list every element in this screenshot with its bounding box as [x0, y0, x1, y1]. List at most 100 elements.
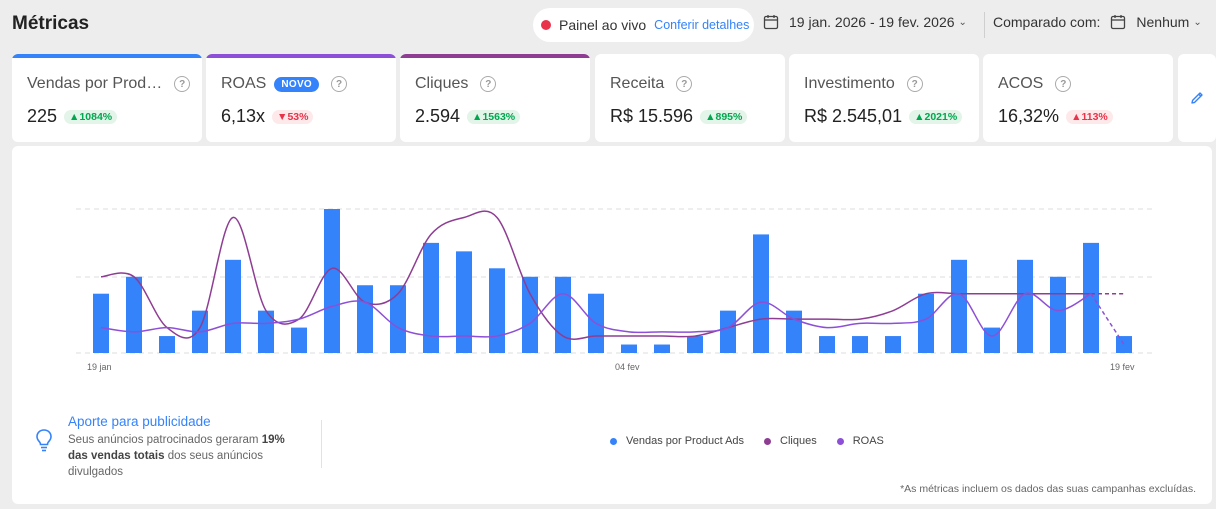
compare-selector[interactable]: Comparado com: Nenhum ⌄: [993, 14, 1202, 30]
bar-sales: [918, 293, 934, 353]
chart-panel: 19 jan 04 fev 19 fev Aporte para publicida…: [12, 146, 1212, 504]
x-tick-label: 19 jan: [87, 362, 112, 372]
metric-value: 6,13x: [221, 106, 266, 126]
bar-sales: [1050, 276, 1066, 353]
metric-value: 225: [27, 106, 58, 126]
page-title: Métricas: [12, 13, 90, 34]
metric-title: Vendas por Prod…: [27, 75, 163, 92]
live-panel-label: Painel ao vivo: [559, 17, 647, 33]
bar-sales: [819, 336, 835, 353]
calendar-icon: [1111, 15, 1126, 30]
date-range-picker[interactable]: 19 jan. 2026 - 19 fev. 2026 ⌄: [763, 14, 967, 30]
delta-badge: ▼53%: [272, 109, 314, 124]
bar-sales: [885, 336, 901, 353]
chevron-down-icon: ⌄: [958, 16, 967, 28]
legend-dot: [610, 437, 617, 445]
line-clicks: [100, 210, 1091, 340]
legend-label: Cliques: [780, 435, 817, 447]
x-tick-label: 19 fev: [1110, 362, 1135, 372]
live-status-icon: [541, 20, 551, 30]
bar-sales: [654, 344, 670, 353]
card-accent: [206, 54, 396, 58]
panel-divider: [321, 420, 322, 468]
pencil-icon: [1191, 92, 1203, 104]
metric-value: R$ 2.545,01: [804, 106, 903, 126]
help-icon[interactable]: ?: [331, 76, 347, 92]
bar-sales: [555, 276, 571, 353]
x-tick-label: 04 fev: [615, 362, 640, 372]
metric-card-acos[interactable]: ACOS? 16,32% ▲113%: [983, 54, 1173, 142]
view-details-link[interactable]: Conferir detalhes: [654, 18, 750, 32]
bar-sales: [291, 327, 307, 353]
bar-sales: [522, 276, 538, 353]
chevron-down-icon: ⌄: [1193, 16, 1202, 28]
date-range-value: 19 jan. 2026 - 19 fev. 2026: [789, 14, 955, 30]
live-panel-pill[interactable]: Painel ao vivo Conferir detalhes: [533, 8, 754, 42]
help-icon[interactable]: ?: [174, 76, 191, 92]
legend-label: ROAS: [852, 435, 884, 447]
bar-sales: [390, 285, 406, 353]
bar-sales: [159, 336, 175, 353]
help-icon[interactable]: ?: [1055, 76, 1072, 92]
metric-card-roas[interactable]: ROAS NOVO? 6,13x ▼53%: [206, 54, 396, 142]
lightbulb-icon: [36, 429, 52, 452]
bar-sales: [258, 310, 274, 353]
metric-value: 16,32%: [998, 106, 1060, 126]
insight-title: Aporte para publicidade: [68, 414, 211, 429]
metric-card-sales[interactable]: Vendas por Prod…? 225 ▲1084%: [12, 54, 202, 142]
compare-label: Comparado com:: [993, 14, 1101, 30]
metric-title: Cliques: [415, 75, 469, 92]
bar-sales: [1017, 259, 1033, 353]
card-accent: [12, 54, 202, 58]
compare-value: Nenhum: [1136, 14, 1190, 30]
bar-sales: [489, 268, 505, 353]
header: Métricas Painel ao vivo Conferir detalhe…: [0, 0, 1216, 50]
bar-sales: [852, 336, 868, 353]
calendar-icon: [763, 15, 779, 30]
header-divider: [984, 12, 985, 38]
bar-sales: [324, 209, 340, 353]
bar-sales: [423, 242, 439, 353]
help-icon[interactable]: ?: [676, 76, 693, 92]
legend-dot: [764, 437, 772, 445]
help-icon[interactable]: ?: [480, 76, 497, 92]
metric-value: 2.594: [415, 106, 461, 126]
bar-sales: [984, 327, 1000, 353]
bar-sales: [357, 285, 373, 353]
bar-sales: [951, 259, 967, 353]
legend-item-clicks[interactable]: Cliques: [764, 435, 817, 447]
delta-badge: ▲2021%: [909, 109, 963, 124]
metric-title: Receita: [610, 75, 665, 92]
legend-item-sales[interactable]: Vendas por Product Ads: [610, 435, 744, 447]
bar-sales: [687, 336, 703, 353]
chart-legend: Vendas por Product Ads Cliques ROAS: [610, 435, 904, 447]
insight-text: Seus anúncios patrocinados geraram 19% d…: [68, 434, 285, 478]
metrics-chart: [76, 208, 1152, 354]
bar-sales: [1083, 242, 1099, 353]
bar-sales: [720, 310, 736, 353]
metric-card-revenue[interactable]: Receita? R$ 15.596 ▲895%: [595, 54, 785, 142]
metric-card-clicks[interactable]: Cliques? 2.594 ▲1563%: [400, 54, 590, 142]
card-accent: [400, 54, 590, 58]
metric-value: R$ 15.596: [610, 106, 694, 126]
bar-sales: [621, 344, 637, 353]
delta-badge: ▲113%: [1066, 109, 1113, 124]
legend-dot: [836, 437, 844, 445]
bar-sales: [456, 251, 472, 353]
help-icon[interactable]: ?: [906, 76, 923, 92]
delta-badge: ▲1563%: [467, 109, 521, 124]
metric-card-investment[interactable]: Investimento? R$ 2.545,01 ▲2021%: [789, 54, 979, 142]
bar-sales: [225, 259, 241, 353]
bar-sales: [126, 276, 142, 353]
line-roas: [100, 292, 1092, 338]
metric-title: ACOS: [998, 75, 1044, 92]
metric-title: ROAS: [221, 75, 267, 92]
delta-badge: ▲895%: [700, 109, 748, 124]
bar-sales: [1116, 336, 1132, 353]
bar-sales: [93, 293, 109, 353]
bar-sales: [753, 234, 769, 353]
edit-metrics-button[interactable]: [1178, 54, 1216, 142]
legend-item-roas[interactable]: ROAS: [836, 435, 884, 447]
new-badge: NOVO: [274, 76, 319, 92]
metric-title: Investimento: [804, 75, 895, 92]
